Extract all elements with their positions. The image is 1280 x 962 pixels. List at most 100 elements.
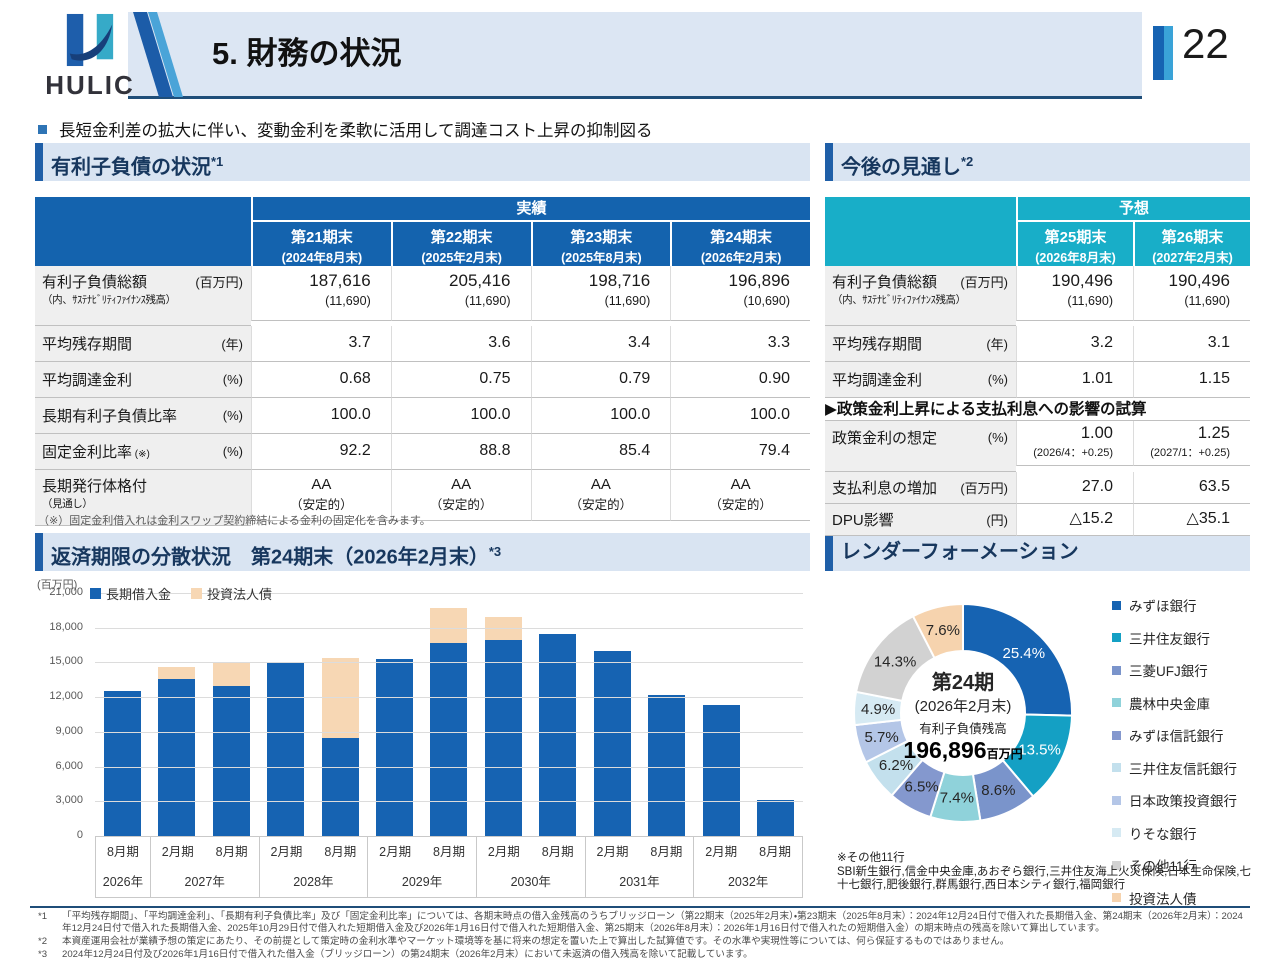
legend-label: 日本政策投資銀行 <box>1129 794 1237 809</box>
donut-slice-percentage: 14.3% <box>874 653 917 670</box>
legend-label: みずほ銀行 <box>1129 599 1197 614</box>
gridline <box>95 627 803 629</box>
table-column-header: 第22期末 (2025年2月末) <box>390 220 531 266</box>
table-value-cell: 100.0 <box>670 398 810 434</box>
legend-chip <box>1112 730 1121 740</box>
legend-chip <box>1112 698 1121 707</box>
footnote-text: 「平均残存期間」、「平均調達金利」、「長期有利子負債比率」及び「固定金利比率」に… <box>62 911 1243 934</box>
section-accent-bar <box>825 143 833 181</box>
x-axis-year-group: 2月期 8月期 2030年 <box>475 837 585 897</box>
donut-slice-percentage: 8.6% <box>981 782 1015 799</box>
bar-segment-loan <box>648 695 686 836</box>
x-axis-period-label: 8月期 <box>650 845 683 859</box>
bullet-square-icon <box>38 124 47 134</box>
legend-chip <box>1112 860 1121 870</box>
table-value-cell: △15.2 <box>1016 504 1133 536</box>
gridline <box>95 766 803 768</box>
table-value-cell: 100.0 <box>390 398 531 434</box>
gridline <box>95 697 803 699</box>
legend-item: みずほ信託銀行 <box>1112 725 1237 745</box>
y-tick-label: 9,000 <box>55 724 83 737</box>
bar-segment-loan <box>321 738 359 836</box>
page-number-bar <box>1153 26 1173 80</box>
hulic-logo: HULIC <box>30 13 150 101</box>
x-axis-year-label: 2032年 <box>727 875 769 889</box>
table-value-cell: 0.79 <box>530 362 671 398</box>
donut-slice-percentage: 4.9% <box>861 701 895 718</box>
donut-slice-percentage: 6.5% <box>904 779 938 796</box>
page-number: 22 <box>1182 20 1229 67</box>
y-tick-label: 6,000 <box>55 759 83 772</box>
x-axis-year-label: 2027年 <box>184 875 225 889</box>
bar-segment-loan <box>212 686 250 836</box>
table-row-label: DPU影響 (円) <box>825 504 1016 536</box>
bar <box>212 663 250 836</box>
table-value-cell: 100.0 <box>530 398 671 434</box>
x-axis-period-label: 2月期 <box>379 845 412 859</box>
bar-segment-loan <box>702 705 740 836</box>
bar <box>321 658 359 836</box>
donut-date: (2026年2月末) <box>914 698 1012 715</box>
section-accent-bar <box>35 143 43 181</box>
logo-text: HULIC <box>45 70 135 100</box>
table-row-label: 有利子負債総額 (百万円) （内、ｻｽﾃﾅﾋﾞﾘﾃｨﾌｧｲﾅﾝｽ残高） <box>35 266 251 326</box>
x-axis-period-label: 8月期 <box>324 845 357 859</box>
donut-slice-percentage: 7.4% <box>940 789 974 806</box>
table-column-header: 第23期末 (2025年8月末) <box>530 220 671 266</box>
bar-segment-bond <box>212 663 250 686</box>
table-value-cell: 88.8 <box>390 434 531 470</box>
x-axis-year-label: 2028年 <box>293 875 334 889</box>
donut-caption: 有利子負債残高 <box>919 722 1007 736</box>
bar <box>648 695 686 836</box>
legend-chip <box>1112 828 1121 837</box>
header-band <box>128 12 1142 97</box>
legend-chip <box>1112 795 1121 805</box>
table-value-cell: △35.1 <box>1133 504 1250 536</box>
x-axis-year-group: 2月期 8月期 2028年 <box>258 837 368 897</box>
lender-legend: みずほ銀行 三井住友銀行 三菱UFJ銀行 農林中央金庫 みずほ信託銀行 三井住友信託銀行日… <box>1112 595 1237 920</box>
footnote-text: 本資産運用会社が業績予想の策定にあたり、その前提として策定時の金利水準やマーケッ… <box>62 935 1010 947</box>
footnote-ref-2: *2 <box>961 154 974 169</box>
table-value-cell: 100.0 <box>251 398 391 434</box>
donut-slice-percentage: 5.7% <box>864 729 898 746</box>
table-row-label: 長期発行体格付 （見通し） <box>35 470 251 526</box>
x-axis-year-group: 2月期 8月期 2031年 <box>584 837 694 897</box>
outlook-table: 予想 第25期末 (2026年8月末) 第26期末 (2027年2月末) 有利子負債総額(… <box>825 197 1250 398</box>
legend-item: 三井住友信託銀行 <box>1112 758 1237 778</box>
bar-segment-loan <box>593 651 631 836</box>
table-value-cell: 190,496 (11,690) <box>1133 266 1250 321</box>
x-axis-period-label: 8月期 <box>215 845 248 859</box>
legend-chip <box>1112 600 1121 610</box>
bar-segment-bond <box>430 608 468 643</box>
section-accent-bar <box>825 533 833 571</box>
legend-label: 長期借入金 <box>106 587 172 602</box>
legend-item: 日本政策投資銀行 <box>1112 790 1237 810</box>
footnote-ref-3: *3 <box>488 544 502 559</box>
table-value-cell: 63.5 <box>1133 472 1250 504</box>
legend-chip <box>1112 763 1121 772</box>
x-axis-period-label: 8月期 <box>541 845 574 859</box>
x-axis-period-label: 2月期 <box>487 845 520 859</box>
donut-chart: 25.4% 13.5% 8.6% 7.4%6.5% 6.2% 5.7% 4.9% 14.3% 7… <box>853 602 1074 824</box>
table-value-cell: 1.25 (2027/1：+0.25) <box>1133 421 1250 466</box>
table-column-header: 第26期末 (2027年2月末) <box>1133 220 1250 266</box>
debt-table-note: （※）固定金利借入れは金利スワップ契約締結による金利の固定化を含みます。 <box>38 515 431 527</box>
donut-value: 196,896百万円 <box>903 737 1023 763</box>
table-corner-cell <box>35 220 251 266</box>
bar <box>593 651 631 836</box>
table-column-header: 第24期末 (2026年2月末) <box>670 220 810 266</box>
section-lender: レンダーフォーメーション <box>825 533 1250 571</box>
legend-chip <box>1112 633 1121 642</box>
table-value-cell: 0.90 <box>670 362 810 398</box>
lead-bullet: 長短金利差の拡大に伴い、変動金利を柔軟に活用して調達コスト上昇の抑制図る <box>36 117 653 141</box>
table-corner-cell <box>35 197 251 220</box>
legend-label: 農林中央金庫 <box>1129 696 1210 712</box>
y-tick-label: 21,000 <box>49 586 83 598</box>
lender-note-body: SBI新生銀行,信金中央金庫,あおぞら銀行,三井住友海上火災保険,日本生命保険,… <box>837 865 1252 892</box>
table-value-cell: 27.0 <box>1016 472 1133 504</box>
table-value-cell: AA （安定的） <box>390 470 531 521</box>
y-tick-label: 0 <box>76 829 83 841</box>
footnote: *3 2024年12月24日付及び2026年1月16日付で借入れた借入金（ブリッジ… <box>38 949 1252 961</box>
table-value-cell: 1.01 <box>1016 362 1133 398</box>
table-group-header: 予想 <box>1016 197 1250 220</box>
